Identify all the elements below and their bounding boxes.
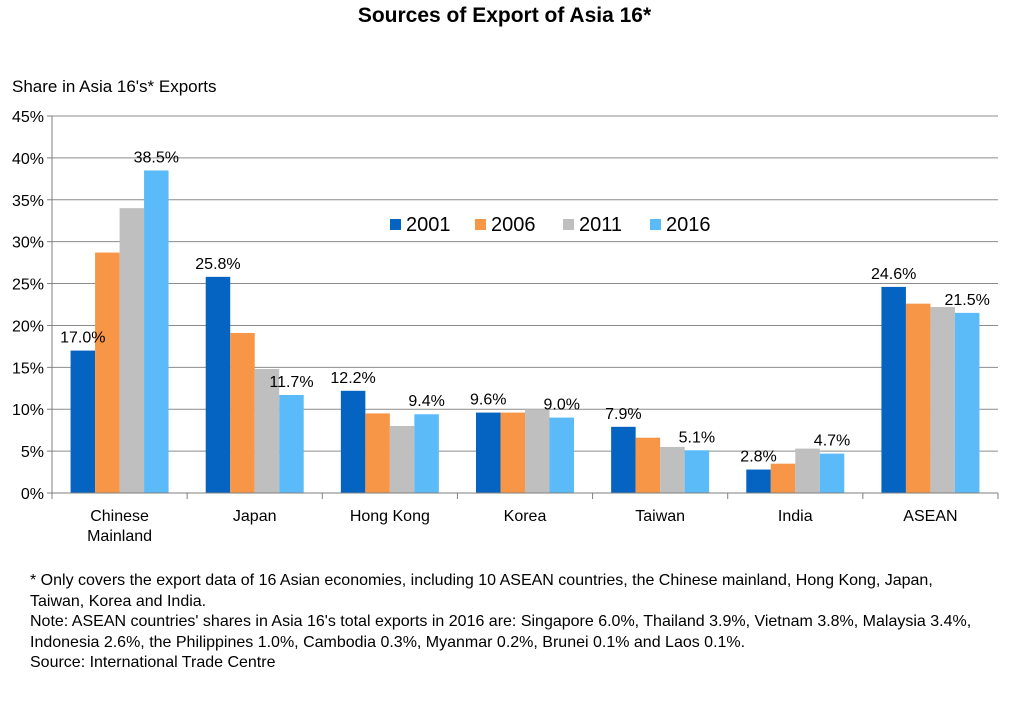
bar-2016 — [144, 170, 169, 493]
data-label: 9.4% — [408, 393, 444, 410]
x-tick-label: Japan — [233, 508, 277, 525]
bar-2011 — [660, 446, 685, 493]
bars — [70, 170, 980, 493]
y-tick-label: 15% — [12, 360, 44, 377]
x-tick-label: Hong Kong — [350, 508, 430, 525]
data-label: 7.9% — [605, 406, 641, 423]
bar-2001 — [476, 412, 501, 493]
x-tick-label: Chinese Mainland — [87, 508, 152, 545]
data-label: 11.7% — [269, 374, 313, 391]
bar-2011 — [930, 307, 955, 493]
legend-label-2011: 2011 — [579, 214, 622, 236]
bar-2011 — [254, 369, 280, 493]
bar-2011 — [795, 448, 820, 493]
bar-2001 — [340, 390, 366, 493]
y-tick-label: 5% — [21, 444, 44, 461]
y-tick-label: 0% — [21, 486, 44, 503]
x-tick-label: Korea — [504, 508, 547, 525]
bar-2011 — [119, 208, 145, 493]
bar-2016 — [549, 417, 574, 493]
chart-title: Sources of Export of Asia 16* — [357, 4, 652, 27]
data-label: 9.0% — [544, 397, 580, 414]
bar-2006 — [365, 413, 390, 493]
data-label: 5.1% — [679, 429, 715, 446]
bar-2006 — [95, 252, 120, 493]
bar-2001 — [611, 426, 636, 493]
data-label: 2.8% — [740, 449, 776, 466]
bar-chart: 0% 5% 10% 15% 20% 25% 30% 35% 40% 45% 17.0% 38.5% 2… — [12, 109, 999, 545]
bar-2006 — [635, 437, 661, 493]
data-label: 25.8% — [195, 256, 240, 273]
data-label: 12.2% — [330, 370, 375, 387]
x-tick-label: India — [778, 508, 813, 525]
bar-2016 — [684, 450, 710, 493]
bar-2006 — [905, 303, 931, 493]
data-label: 38.5% — [134, 149, 179, 166]
data-label: 9.6% — [470, 392, 506, 409]
data-labels: 17.0% 38.5% 25.8% 11.7% 12.2% 9.4% 9.6% 9.0% 7.9… — [60, 149, 990, 465]
y-tick-label: 10% — [12, 402, 44, 419]
bar-2001 — [205, 276, 231, 493]
bar-2006 — [230, 332, 255, 493]
data-label: 17.0% — [60, 330, 105, 347]
x-axis-ticks: Chinese Mainland Japan Hong Kong Korea Taiwan… — [51, 493, 999, 545]
footnote-note: Note: ASEAN countries' shares in Asia 16… — [30, 613, 972, 651]
y-tick-label: 35% — [12, 193, 44, 210]
y-tick-label: 30% — [12, 235, 44, 252]
legend-swatch-2016 — [650, 219, 661, 230]
data-label: 24.6% — [871, 266, 916, 283]
legend-label-2016: 2016 — [666, 214, 711, 236]
footnotes: * Only covers the export data of 16 Asia… — [30, 571, 990, 674]
bar-2001 — [881, 286, 906, 493]
y-tick-label: 20% — [12, 318, 44, 335]
y-axis-ticks: 0% 5% 10% 15% 20% 25% 30% 35% 40% 45% — [12, 109, 52, 503]
bar-2001 — [70, 350, 96, 493]
footnote-scope: * Only covers the export data of 16 Asia… — [30, 572, 933, 610]
legend-label-2001: 2001 — [406, 214, 451, 236]
legend-swatch-2006 — [475, 219, 486, 230]
grid-lines — [52, 115, 998, 452]
legend-label-2006: 2006 — [491, 214, 536, 236]
y-axis-title: Share in Asia 16's* Exports — [12, 77, 217, 96]
bar-2011 — [525, 409, 550, 493]
bar-2016 — [954, 312, 980, 493]
y-tick-label: 40% — [12, 151, 44, 168]
bar-2001 — [746, 469, 771, 493]
x-tick-label: ASEAN — [903, 508, 957, 525]
data-label: 4.7% — [814, 433, 850, 450]
bar-2011 — [389, 425, 415, 493]
legend-swatch-2011 — [563, 219, 574, 230]
x-tick-label: Taiwan — [635, 508, 685, 525]
bar-2016 — [414, 414, 439, 493]
data-label: 21.5% — [944, 292, 989, 309]
bar-2016 — [279, 394, 304, 493]
bar-2016 — [819, 453, 845, 493]
axes — [51, 116, 998, 494]
legend-swatch-2001 — [390, 219, 401, 230]
bar-2006 — [500, 412, 525, 493]
legend: 2001 2006 2011 2016 — [390, 214, 711, 236]
y-tick-label: 45% — [12, 109, 44, 126]
footnote-source: Source: International Trade Centre — [30, 654, 276, 671]
bar-2006 — [770, 463, 796, 493]
y-tick-label: 25% — [12, 277, 44, 294]
